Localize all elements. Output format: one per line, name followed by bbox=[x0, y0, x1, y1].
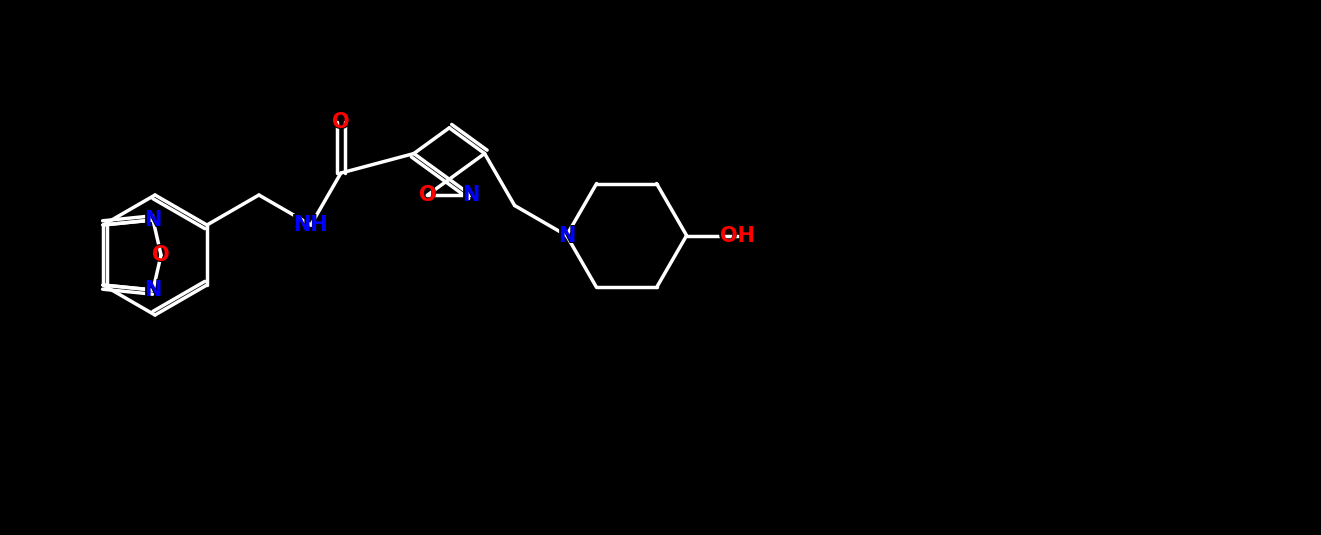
Text: N: N bbox=[143, 208, 162, 232]
Text: O: O bbox=[419, 185, 436, 205]
Text: NH: NH bbox=[291, 213, 330, 237]
Text: N: N bbox=[556, 224, 576, 248]
Text: O: O bbox=[151, 243, 172, 267]
Text: N: N bbox=[144, 280, 161, 300]
Text: N: N bbox=[461, 183, 481, 207]
Text: OH: OH bbox=[720, 226, 756, 246]
Text: N: N bbox=[143, 278, 162, 302]
Text: NH: NH bbox=[293, 215, 328, 235]
Text: N: N bbox=[144, 210, 161, 230]
Text: O: O bbox=[332, 112, 350, 132]
Text: O: O bbox=[417, 183, 437, 207]
Text: OH: OH bbox=[717, 224, 757, 248]
Text: O: O bbox=[330, 110, 351, 134]
Text: N: N bbox=[557, 226, 575, 246]
Text: O: O bbox=[152, 245, 170, 265]
Text: N: N bbox=[462, 185, 480, 205]
